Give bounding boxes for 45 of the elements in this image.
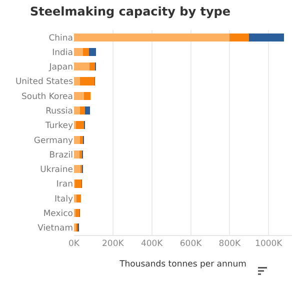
x-axis-title: Thousands tonnes per annum xyxy=(118,260,246,270)
y-tick-label: Mexico xyxy=(43,209,73,220)
bar xyxy=(74,180,82,188)
bar xyxy=(75,209,80,218)
y-tick-label: Iran xyxy=(56,180,73,190)
y-tick-label: South Korea xyxy=(21,92,73,102)
bar xyxy=(80,106,86,115)
x-tick-label: 800K xyxy=(218,239,242,250)
y-tick-label: China xyxy=(48,33,73,44)
bar xyxy=(83,48,89,56)
bar xyxy=(84,92,90,100)
y-tick-label: Russia xyxy=(46,106,73,117)
y-tick-label: United States xyxy=(15,77,74,88)
y-tick-label: Brazil xyxy=(49,150,73,160)
bar xyxy=(74,106,80,115)
bar xyxy=(249,33,284,42)
bar xyxy=(76,194,82,202)
chart-title: Steelmaking capacity by type xyxy=(30,4,231,18)
bar xyxy=(76,121,84,130)
bar xyxy=(74,62,90,71)
bar xyxy=(74,165,81,174)
x-tick-label: 400K xyxy=(140,239,164,250)
bar xyxy=(74,48,84,56)
x-tick-label: 600K xyxy=(180,239,202,250)
y-tick-label: India xyxy=(52,48,73,58)
y-tick-label: Ukraine xyxy=(40,165,73,176)
bar xyxy=(74,150,80,158)
bar xyxy=(80,136,83,144)
bar xyxy=(74,33,230,42)
x-tick-label: 0K xyxy=(68,239,80,250)
bar xyxy=(230,33,250,42)
x-tick-label: 1000K xyxy=(255,239,283,250)
bar xyxy=(85,106,90,115)
x-tick-label: 200K xyxy=(102,239,124,250)
y-tick-label: Japan xyxy=(48,62,73,73)
bar xyxy=(74,92,84,100)
bar xyxy=(80,77,95,86)
bar xyxy=(89,62,96,71)
y-tick-label: Vietnam xyxy=(38,224,73,234)
y-tick-label: Germany xyxy=(34,136,73,146)
bar xyxy=(74,136,80,144)
y-tick-label: Turkey xyxy=(44,121,73,132)
bar xyxy=(88,48,96,56)
bar xyxy=(74,77,80,86)
y-tick-label: Italy xyxy=(54,194,73,204)
